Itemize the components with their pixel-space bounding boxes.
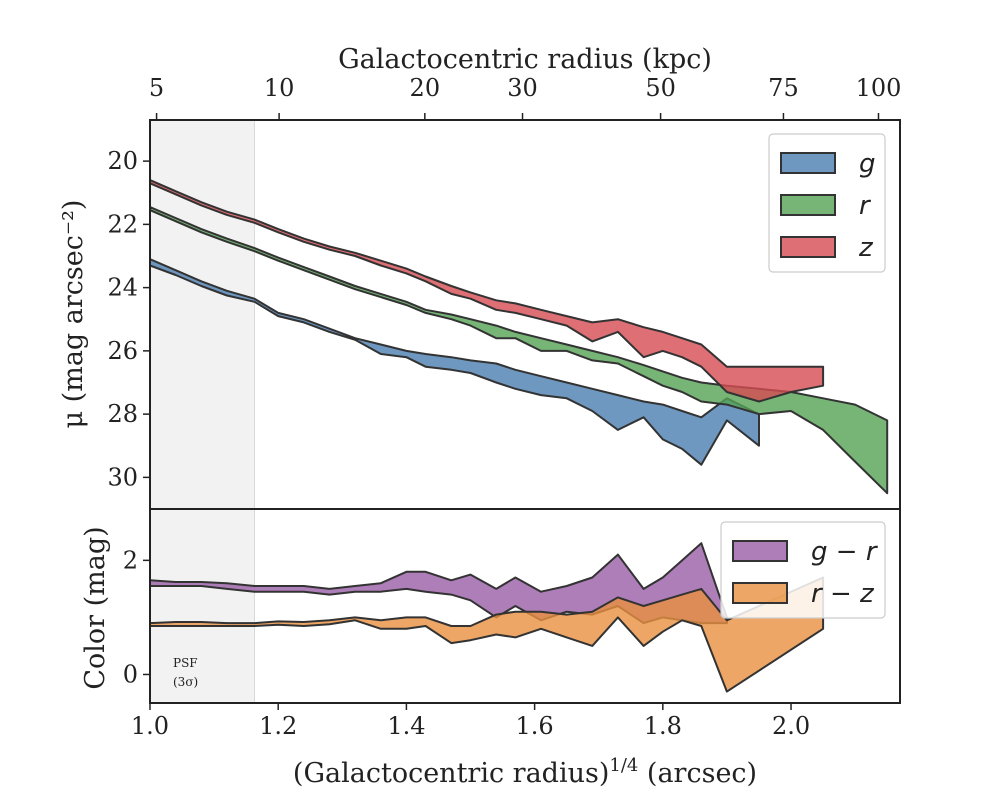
x-tick-label-0: 1.0 bbox=[131, 712, 169, 740]
band-top-2 bbox=[150, 179, 825, 403]
top-tick-label-1: 10 bbox=[264, 74, 295, 102]
x-tick-label-5: 2.0 bbox=[772, 712, 810, 740]
legend-top-swatch-2 bbox=[780, 236, 836, 258]
bottom-panel bbox=[150, 542, 825, 693]
legend-top: grz bbox=[768, 133, 886, 273]
top-y-tick-label-4: 28 bbox=[107, 400, 138, 428]
psf-label-line1: PSF bbox=[173, 656, 198, 670]
top-panel bbox=[150, 120, 889, 703]
top-y-tick-label-0: 20 bbox=[107, 147, 138, 175]
psf-region bbox=[150, 120, 255, 703]
band-top-0 bbox=[150, 258, 760, 466]
bottom-y-tick-label-0: 0 bbox=[123, 660, 138, 688]
x-tick-label-3: 1.6 bbox=[516, 712, 554, 740]
legend-bottom-label-1: r − z bbox=[811, 579, 875, 609]
axes-layer: 1.0 1.2 1.4 1.6 1.8 2.05 10 20 30 50 75 10020222426… bbox=[107, 74, 901, 740]
legend-top-label-1: r bbox=[859, 191, 872, 221]
top-tick-label-0: 5 bbox=[149, 74, 164, 102]
top-y-tick-label-1: 22 bbox=[107, 210, 138, 238]
top-y-tick-label-5: 30 bbox=[107, 463, 138, 491]
legend-top-label-2: z bbox=[858, 233, 874, 263]
top-tick-label-6: 100 bbox=[856, 74, 902, 102]
legend-bottom-swatch-1 bbox=[732, 582, 788, 604]
band-bottom-1 bbox=[150, 576, 825, 693]
psf-label-line2: (3σ) bbox=[173, 675, 198, 689]
legend-top-label-0: g bbox=[859, 149, 876, 179]
x-tick-label-2: 1.4 bbox=[387, 712, 425, 740]
legend-bottom-label-0: g − r bbox=[811, 537, 879, 567]
bottom-y-axis-title: Color (mag) bbox=[80, 526, 111, 689]
top-axis-title: Galactocentric radius (kpc) bbox=[338, 44, 712, 75]
legend-bottom-swatch-0 bbox=[732, 540, 788, 562]
legend-top-swatch-1 bbox=[780, 194, 836, 216]
top-tick-label-3: 30 bbox=[507, 74, 538, 102]
top-y-tick-label-2: 24 bbox=[107, 274, 138, 302]
x-axis-title-unit: (arcsec) bbox=[638, 758, 757, 789]
band-top-1 bbox=[150, 206, 889, 495]
top-tick-label-4: 50 bbox=[645, 74, 676, 102]
x-axis-title-main: (Galactocentric radius) bbox=[293, 758, 609, 789]
top-y-tick-label-3: 26 bbox=[107, 337, 138, 365]
x-axis-title-sup: 1/4 bbox=[609, 755, 638, 776]
bottom-y-tick-label-1: 2 bbox=[123, 546, 138, 574]
legend-bottom: g − r r − z bbox=[720, 521, 886, 619]
top-y-axis-title: μ (mag arcsec⁻²) bbox=[58, 200, 89, 429]
x-axis-title: (Galactocentric radius)1/4 (arcsec) bbox=[293, 755, 757, 789]
x-tick-label-4: 1.8 bbox=[644, 712, 682, 740]
bottom-frame bbox=[149, 508, 901, 704]
x-tick-label-1: 1.2 bbox=[259, 712, 297, 740]
top-tick-label-5: 75 bbox=[768, 74, 799, 102]
top-tick-label-2: 20 bbox=[410, 74, 441, 102]
legend-top-swatch-0 bbox=[780, 152, 836, 174]
